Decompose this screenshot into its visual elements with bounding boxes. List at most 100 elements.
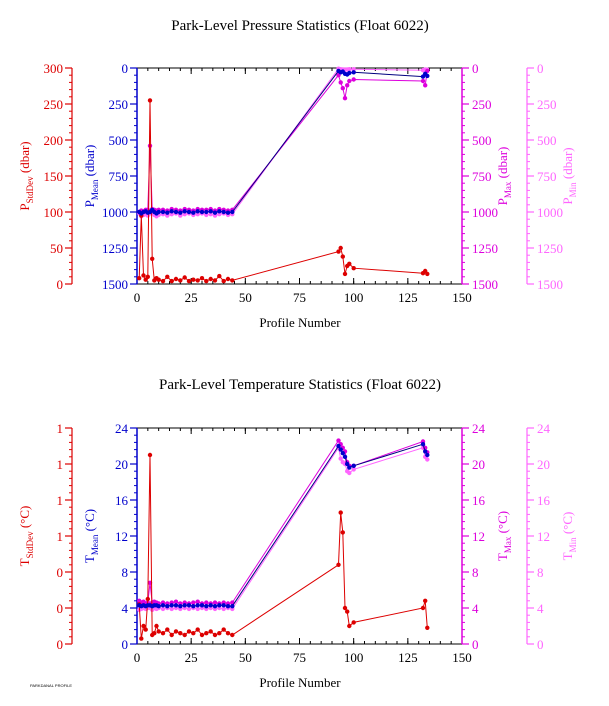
data-point-stddev [160,278,166,284]
y-tick-label-min: 1500 [537,277,563,292]
data-point-mean [338,447,343,452]
y-tick-label-min: 0 [537,61,544,76]
data-point-mean [204,209,209,215]
data-point-stddev [186,278,192,284]
data-point-stddev [137,276,142,281]
x-tick-label: 50 [239,290,252,305]
data-point-max [212,600,218,605]
data-point-mean [230,604,235,609]
data-point-min [351,467,356,472]
data-point-stddev [178,278,183,283]
data-point-mean [178,604,183,609]
data-point-stddev [145,274,150,279]
y-tick-label-mean: 8 [122,565,129,580]
data-point-mean [160,603,166,608]
footer-caption: PARKDANAL PROFILE [30,683,73,688]
y-tick-label-mean: 750 [109,169,129,184]
y-tick-label-stddev: 0 [57,277,64,292]
data-point-mean [169,603,174,608]
y-tick-label-max: 1250 [472,241,498,256]
data-point-stddev [230,278,235,283]
data-point-mean [208,603,213,608]
temperature-panel: Park-Level Temperature Statistics (Float… [17,377,578,690]
data-point-stddev [351,620,356,625]
data-point-max [195,599,200,604]
x-tick-label: 0 [134,650,141,665]
y-tick-label-min: 12 [537,529,550,544]
data-point-mean [347,70,352,76]
y-tick-label-mean: 1250 [102,241,128,256]
x-tick-label: 150 [452,650,472,665]
x-tick-label: 50 [239,650,252,665]
data-point-max [423,83,428,88]
data-point-stddev [425,271,430,277]
data-point-stddev [340,254,345,259]
data-point-min [221,606,226,612]
data-point-mean [173,209,179,215]
data-point-stddev [173,629,179,634]
x-tick-label: 75 [293,650,306,665]
y-tick-label-max: 24 [472,421,486,436]
data-point-mean [204,604,209,609]
data-point-max [342,96,348,101]
data-point-mean [420,442,426,447]
y-tick-label-stddev: 0 [57,601,64,616]
plot-frame [136,67,463,285]
data-point-mean [345,461,350,467]
x-tick-label: 100 [344,650,364,665]
y-tick-label-mean: 1500 [102,277,128,292]
y-axis-label-stddev: PStdDev (dbar) [17,141,35,210]
data-point-mean [165,210,170,215]
data-point-stddev [212,278,218,283]
data-point-stddev [156,629,161,634]
series-line-max [138,70,428,213]
data-point-min [425,457,430,462]
data-point-stddev [139,636,144,641]
data-point-stddev [342,605,348,611]
y-tick-label-mean: 0 [122,637,129,652]
data-point-mean [425,73,430,79]
y-tick-label-max: 250 [472,97,492,112]
data-point-mean [208,209,213,214]
data-point-mean [212,604,218,609]
data-point-max [347,78,352,84]
y-tick-label-min: 24 [537,421,551,436]
data-point-stddev [338,510,343,515]
y-axis-label-stddev: TStdDev (°C) [17,506,35,567]
x-axis-label: Profile Number [259,315,341,330]
data-point-stddev [143,627,148,632]
data-point-mean [212,210,218,215]
data-point-stddev [182,632,187,638]
data-point-max [345,83,350,88]
data-point-stddev [208,276,213,282]
data-point-max [173,599,179,604]
y-tick-label-stddev: 100 [44,205,64,220]
data-point-mean [347,465,352,470]
y-tick-label-mean: 250 [109,97,129,112]
data-point-mean [191,210,196,215]
x-tick-label: 75 [293,290,306,305]
data-point-mean [342,454,348,459]
y-tick-label-mean: 24 [115,421,129,436]
data-point-stddev [147,452,153,458]
y-axis-label-mean: TMean (°C) [82,509,100,563]
y-tick-label-stddev: 1 [57,457,64,472]
data-point-stddev [347,623,352,629]
y-tick-label-max: 16 [472,493,486,508]
data-point-mean [178,210,183,215]
data-point-stddev [221,627,226,632]
data-point-stddev [178,631,183,636]
data-point-stddev [141,623,146,629]
data-point-stddev [160,631,166,636]
y-axis-label-min: TMin (°C) [560,512,578,561]
data-point-stddev [208,629,213,634]
y-tick-label-min: 4 [537,601,544,616]
y-axis-label-max: PMax (dbar) [495,147,513,206]
data-point-mean [225,604,231,609]
y-tick-label-stddev: 1 [57,421,64,436]
y-tick-label-mean: 1000 [102,205,128,220]
x-tick-label: 0 [134,290,141,305]
data-point-stddev [182,275,187,280]
data-point-stddev [347,261,352,266]
data-point-stddev [186,629,192,634]
